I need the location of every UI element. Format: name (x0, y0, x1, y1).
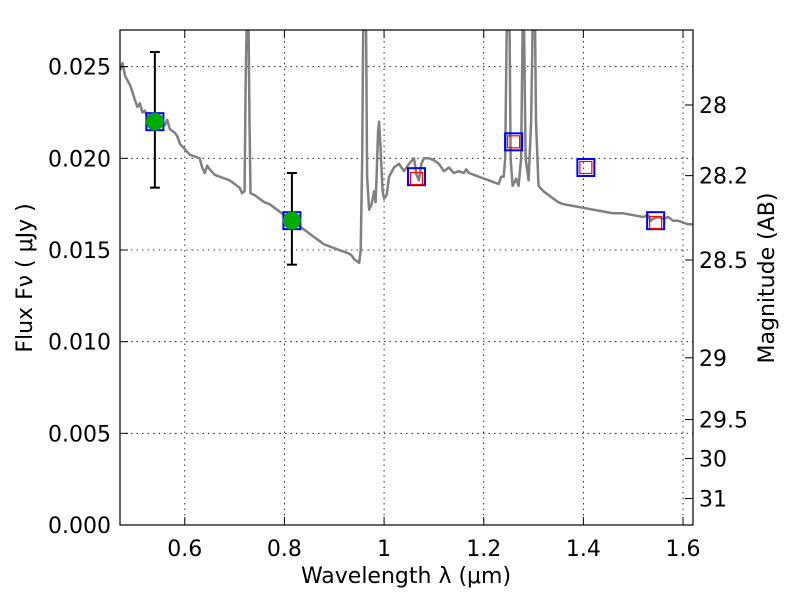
y2-tick-label: 28 (699, 94, 727, 119)
y2-tick-label: 28.2 (699, 165, 748, 190)
y-tick-label: 0.015 (48, 239, 111, 264)
y-axis-label: Flux Fν ( μJy ) (13, 203, 38, 352)
y2-tick-label: 30 (699, 447, 727, 472)
y-tick-label: 0.025 (48, 56, 111, 81)
x-tick-label: 1.6 (666, 537, 701, 562)
y2-tick-label: 29 (699, 347, 727, 372)
plot-area (120, 30, 693, 265)
markers (145, 51, 666, 266)
x-tick-label: 1 (377, 537, 391, 562)
model-band-flux-square (406, 167, 426, 187)
model-band-flux-square (576, 158, 596, 177)
y-tick-label: 0.020 (48, 147, 111, 172)
x-tick-label: 0.6 (167, 537, 202, 562)
y-tick-label: 0.005 (48, 422, 111, 447)
upper-limit-square (579, 160, 593, 175)
model-band-flux-square (504, 132, 524, 152)
spectrum-line (120, 30, 693, 265)
plot-frame (119, 29, 694, 526)
x-tick-label: 0.8 (267, 537, 302, 562)
model-band-flux-square (646, 211, 666, 231)
y2-tick-label: 28.5 (699, 249, 748, 274)
x-tick-label: 1.2 (466, 537, 501, 562)
y2-tick-label: 29.5 (699, 408, 748, 433)
upper-limit-square (507, 135, 521, 149)
x-axis-label: Wavelength λ (μm) (301, 564, 511, 589)
upper-limit-square (649, 215, 663, 230)
y-tick-label: 0.010 (48, 331, 111, 356)
observed-flux-point (145, 112, 164, 131)
y2-tick-label: 31 (699, 487, 727, 512)
axis-ticks: 0.6 0.8 1 1.2 1.4 1.6 0.000 0.005 0.010 0.015 0.02… (48, 30, 748, 562)
y2-axis-label: Magnitude (AB) (755, 193, 780, 364)
observed-flux-point (282, 211, 301, 230)
y-tick-label: 0.000 (48, 514, 111, 539)
x-tick-label: 1.4 (566, 537, 601, 562)
upper-limit-square (409, 171, 424, 186)
